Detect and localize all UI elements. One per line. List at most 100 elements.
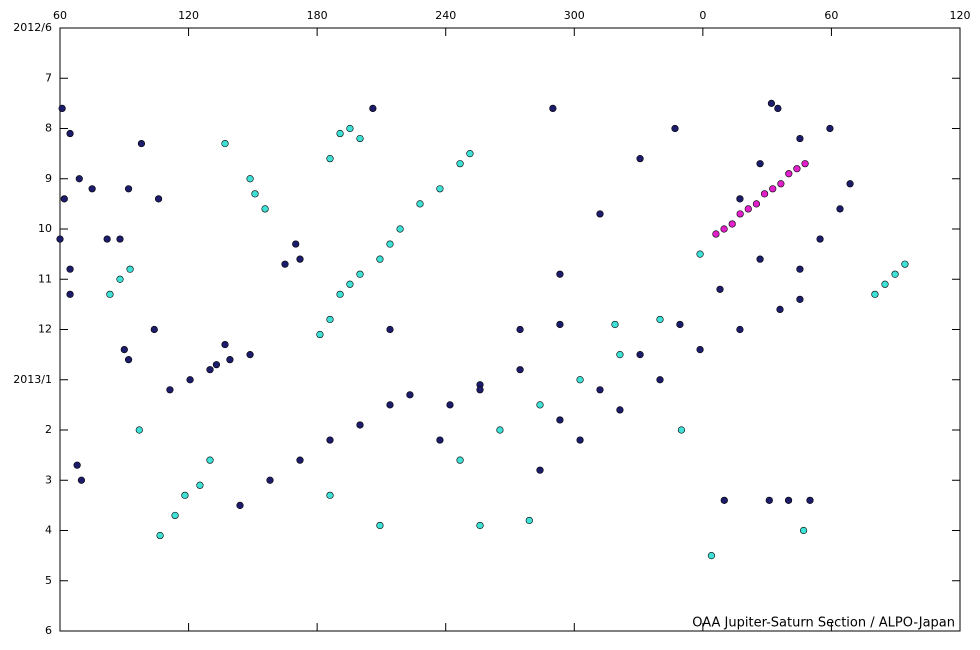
- point: [66, 290, 74, 298]
- point: [246, 175, 254, 183]
- point: [576, 436, 584, 444]
- point: [77, 476, 86, 484]
- point: [720, 496, 728, 504]
- point: [221, 340, 229, 349]
- point: [556, 320, 564, 329]
- point: [456, 456, 464, 464]
- point: [736, 325, 744, 334]
- point: [336, 290, 344, 298]
- point: [476, 386, 484, 394]
- x-tick-label: 60: [824, 9, 838, 22]
- point: [525, 516, 533, 525]
- y-tick-label: 9: [45, 172, 52, 185]
- point: [616, 351, 624, 359]
- x-tick-label: 60: [53, 9, 67, 22]
- point: [476, 521, 484, 530]
- point: [416, 200, 424, 208]
- point: [336, 129, 344, 138]
- point: [73, 461, 81, 469]
- point: [616, 406, 624, 414]
- point: [150, 325, 158, 334]
- point: [292, 240, 300, 248]
- point: [88, 185, 96, 193]
- point: [396, 225, 404, 233]
- point: [66, 265, 74, 273]
- point: [137, 139, 146, 148]
- point: [767, 99, 776, 107]
- point: [356, 134, 364, 143]
- point: [891, 270, 899, 278]
- point: [56, 235, 64, 243]
- point: [60, 195, 68, 203]
- point: [356, 421, 364, 429]
- point: [656, 315, 664, 324]
- point: [799, 526, 808, 535]
- point: [596, 210, 604, 218]
- point: [696, 346, 704, 354]
- point: [266, 476, 274, 484]
- y-tick-label: 5: [45, 574, 52, 587]
- point: [386, 325, 394, 334]
- point: [261, 205, 269, 213]
- point: [186, 376, 194, 384]
- point: [376, 255, 384, 263]
- y-tick-label: 2: [45, 423, 52, 436]
- point: [736, 210, 744, 218]
- point: [66, 129, 74, 138]
- point: [536, 401, 544, 409]
- y-tick-label: 2012/6: [13, 21, 52, 34]
- point: [796, 295, 804, 303]
- point: [316, 330, 324, 339]
- point: [716, 285, 724, 293]
- point: [836, 205, 844, 213]
- point: [676, 320, 684, 329]
- point: [369, 104, 377, 112]
- point: [326, 436, 334, 444]
- plot-frame: [59, 27, 961, 632]
- point: [596, 386, 604, 394]
- point: [806, 496, 814, 504]
- point: [281, 260, 289, 268]
- point: [135, 426, 143, 434]
- point: [376, 521, 384, 530]
- x-tick-label: 120: [950, 9, 971, 22]
- point: [346, 124, 354, 133]
- point: [326, 155, 334, 163]
- point: [386, 240, 394, 248]
- point: [784, 496, 793, 504]
- point: [496, 426, 504, 434]
- point: [226, 356, 234, 364]
- point: [801, 160, 809, 168]
- point: [156, 531, 164, 540]
- y-tick-label: 10: [38, 222, 52, 235]
- x-tick-label: 0: [699, 9, 706, 22]
- point: [556, 270, 564, 278]
- point: [326, 315, 334, 324]
- y-tick-label: 6: [45, 624, 52, 637]
- point: [846, 180, 854, 188]
- point: [774, 104, 782, 112]
- point: [816, 235, 824, 243]
- point: [296, 456, 304, 464]
- point: [793, 165, 801, 173]
- y-tick-label: 7: [45, 71, 52, 84]
- point: [785, 170, 793, 178]
- y-tick-label: 8: [45, 122, 52, 135]
- point: [636, 351, 644, 359]
- point: [881, 280, 889, 288]
- point: [777, 180, 785, 188]
- point: [456, 160, 464, 168]
- point: [744, 205, 752, 213]
- point: [516, 366, 524, 374]
- point: [116, 275, 124, 283]
- point: [124, 356, 133, 364]
- point: [221, 139, 229, 148]
- point: [236, 501, 244, 509]
- point: [206, 456, 214, 464]
- point: [446, 401, 454, 409]
- point: [696, 250, 704, 258]
- point: [206, 366, 214, 374]
- point: [720, 225, 728, 233]
